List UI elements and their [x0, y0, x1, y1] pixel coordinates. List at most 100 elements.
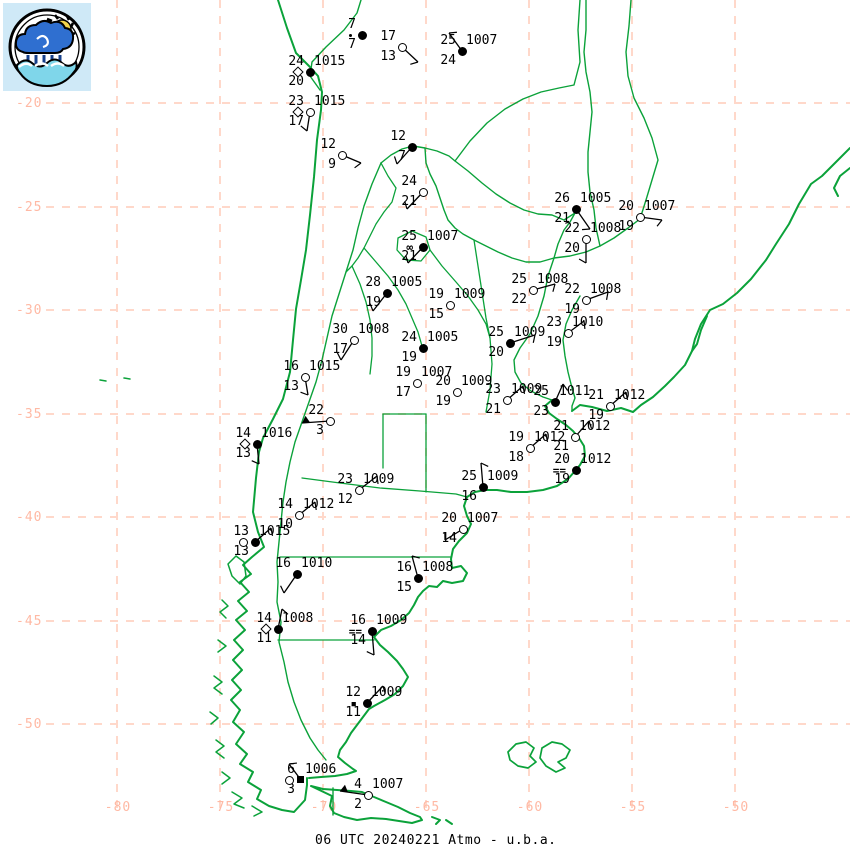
wind-barb-tick — [251, 460, 260, 465]
station-dewpoint: 10 — [277, 517, 293, 532]
station-temperature: 22 — [564, 221, 580, 236]
station-symbol-filled — [550, 397, 560, 407]
longitude-gridline — [322, 0, 324, 816]
station-pressure: 1007 — [466, 33, 498, 48]
station-weather-symbol: == — [348, 625, 362, 638]
station-pressure: 1012 — [579, 419, 611, 434]
station-symbol-filled — [571, 204, 581, 214]
wind-barb-tick — [281, 608, 289, 615]
latitude-gridline — [46, 413, 850, 415]
station-dewpoint: 21 — [554, 211, 570, 226]
wind-barb-tick — [382, 685, 386, 694]
station-dewpoint: 20 — [564, 241, 580, 256]
wind-barb-flag — [340, 784, 348, 793]
station-symbol-open — [294, 510, 304, 520]
wind-barb-tick — [300, 391, 309, 396]
wind-barb-tick — [588, 420, 593, 429]
station-pressure: 1015 — [259, 524, 291, 539]
longitude-label: -55 — [619, 800, 647, 815]
station-pressure: 1012 — [580, 452, 612, 467]
station-symbol-filled — [418, 242, 428, 252]
station-symbol-open — [238, 537, 248, 547]
station-temperature: 23 — [337, 472, 353, 487]
wind-barb-tick — [625, 391, 629, 400]
station-temperature: 20 — [554, 452, 570, 467]
longitude-label: -80 — [104, 800, 132, 815]
station-pressure: 1007 — [467, 511, 499, 526]
station-temperature: 14 — [277, 497, 293, 512]
station-temperature: 14 — [235, 426, 251, 441]
station-symbol-open — [570, 432, 580, 442]
wind-barb-tick — [314, 501, 317, 510]
station-pressure: 1007 — [372, 777, 404, 792]
station-symbol-open — [397, 42, 407, 52]
station-dewpoint: 21 — [553, 439, 569, 454]
wind-barb-tick — [578, 258, 587, 264]
station-dewpoint: 7 — [348, 37, 356, 52]
station-pressure: 1008 — [422, 560, 454, 575]
station-symbol-open — [525, 443, 535, 453]
station-pressure: 1008 — [358, 322, 390, 337]
station-pressure: 1015 — [309, 359, 341, 374]
station-symbol-open — [605, 401, 615, 411]
wind-barb-tick — [404, 201, 408, 210]
station-dewpoint: 24 — [440, 53, 456, 68]
station-symbol-open — [452, 387, 462, 397]
longitude-label: -50 — [722, 800, 750, 815]
station-temperature: 22 — [564, 282, 580, 297]
pacific-coast — [230, 0, 323, 813]
wind-barb-tick — [354, 162, 362, 169]
latitude-gridline — [46, 723, 850, 725]
station-symbol-dot — [348, 33, 352, 37]
station-symbol-filled — [362, 698, 372, 708]
station-dewpoint: 20 — [288, 74, 304, 89]
station-dewpoint: 14 — [350, 633, 366, 648]
wind-barb-tick — [411, 555, 420, 559]
station-temperature: 25 — [511, 272, 527, 287]
wind-barb-tick — [552, 283, 556, 292]
station-pressure: 1008 — [590, 221, 622, 236]
latitude-label: -50 — [16, 717, 43, 732]
station-dewpoint: 19 — [554, 472, 570, 487]
province-borders — [277, 162, 493, 641]
station-temperature: 17 — [380, 29, 396, 44]
station-pressure: 1005 — [391, 275, 423, 290]
station-dewpoint: 19 — [546, 335, 562, 350]
station-temperature: 25 — [488, 325, 504, 340]
station-weather-symbol: ▪ — [350, 697, 357, 710]
station-temperature: 25 — [401, 229, 417, 244]
station-temperature: 14 — [256, 611, 272, 626]
station-temperature: 28 — [365, 275, 381, 290]
longitude-label: -75 — [207, 800, 235, 815]
logo-cloud — [14, 19, 75, 54]
wind-barb-tick — [581, 228, 591, 231]
longitude-label: -65 — [413, 800, 441, 815]
station-pressure: 1005 — [427, 330, 459, 345]
latitude-gridline — [46, 309, 850, 311]
station-symbol-open — [445, 300, 455, 310]
station-temperature: 4 — [354, 777, 362, 792]
station-pressure: 1008 — [282, 611, 314, 626]
latitude-gridline — [46, 102, 850, 104]
station-pressure: 1008 — [537, 272, 569, 287]
station-symbol-filled — [273, 624, 283, 634]
station-temperature: 16 — [283, 359, 299, 374]
station-dewpoint: 19 — [618, 219, 634, 234]
station-temperature: 20 — [435, 374, 451, 389]
station-pressure: 1005 — [580, 191, 612, 206]
station-pressure: 1009 — [487, 469, 519, 484]
wind-barb-tick — [288, 762, 298, 765]
station-symbol-open — [502, 395, 512, 405]
brazil-uruguay-coast — [571, 147, 850, 413]
wind-barb-tick — [393, 156, 398, 165]
station-dewpoint: 21 — [401, 249, 417, 264]
station-symbol-filled — [292, 569, 302, 579]
station-dewpoint: 11 — [345, 705, 361, 720]
station-dewpoint: 15 — [428, 307, 444, 322]
station-dewpoint: 20 — [488, 345, 504, 360]
station-temperature: 20 — [441, 511, 457, 526]
longitude-gridline — [425, 0, 427, 816]
station-dewpoint: 7 — [398, 149, 406, 164]
